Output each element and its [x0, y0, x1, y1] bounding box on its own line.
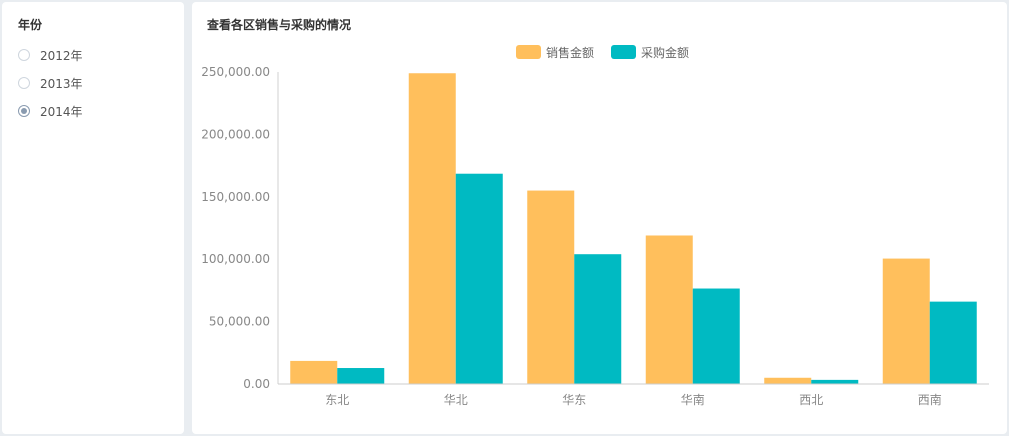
bar-sales[interactable]	[408, 73, 456, 385]
y-tick-label: 200,000.00	[201, 127, 270, 141]
bar-purchase[interactable]	[337, 368, 385, 384]
bar-purchase[interactable]	[929, 301, 977, 384]
x-tick-label: 华南	[681, 392, 705, 407]
radio-label: 2014年	[40, 104, 83, 119]
bar-purchase[interactable]	[692, 288, 740, 384]
x-tick-label: 东北	[325, 393, 349, 407]
legend-label[interactable]: 采购金额	[641, 45, 689, 60]
bar-sales[interactable]	[882, 258, 930, 384]
bar-purchase[interactable]	[455, 173, 503, 384]
bar-sales[interactable]	[290, 360, 338, 384]
x-tick-label: 华东	[562, 393, 586, 407]
legend-label[interactable]: 销售金额	[546, 45, 594, 60]
y-tick-label: 50,000.00	[209, 315, 270, 329]
bar-purchase[interactable]	[574, 254, 622, 384]
legend-swatch[interactable]	[611, 45, 636, 59]
radio-label: 2013年	[40, 76, 83, 91]
radio-option-2012[interactable]: 2012年	[18, 41, 168, 69]
chart-title: 查看各区销售与采购的情况	[207, 18, 352, 32]
bar-sales[interactable]	[645, 235, 693, 384]
radio-checked-icon[interactable]	[18, 105, 30, 117]
x-tick-label: 华北	[444, 393, 468, 407]
bar-sales[interactable]	[527, 190, 575, 384]
bar-sales[interactable]	[764, 377, 812, 384]
y-tick-label: 150,000.00	[201, 190, 270, 204]
y-tick-label: 250,000.00	[201, 65, 270, 79]
radio-option-2013[interactable]: 2013年	[18, 69, 168, 97]
x-tick-label: 西北	[799, 393, 823, 407]
legend-swatch[interactable]	[516, 45, 541, 59]
bar-purchase[interactable]	[811, 379, 859, 384]
y-tick-label: 0.00	[243, 377, 270, 391]
radio-label: 2012年	[40, 48, 83, 63]
filter-title: 年份	[18, 18, 43, 32]
chart-panel: 查看各区销售与采购的情况 0.00 50,000.00 100,000.00 150,…	[192, 2, 1007, 434]
filter-panel: 年份 2012年 2013年 2014年	[2, 2, 184, 434]
x-tick-label: 西南	[918, 392, 942, 407]
radio-circle-icon[interactable]	[18, 77, 30, 89]
y-tick-label: 100,000.00	[201, 252, 270, 266]
bar-chart: 0.00 50,000.00 100,000.00 150,000.00 200,000…	[201, 45, 989, 407]
radio-circle-icon[interactable]	[18, 49, 30, 61]
radio-option-2014[interactable]: 2014年	[18, 97, 168, 125]
